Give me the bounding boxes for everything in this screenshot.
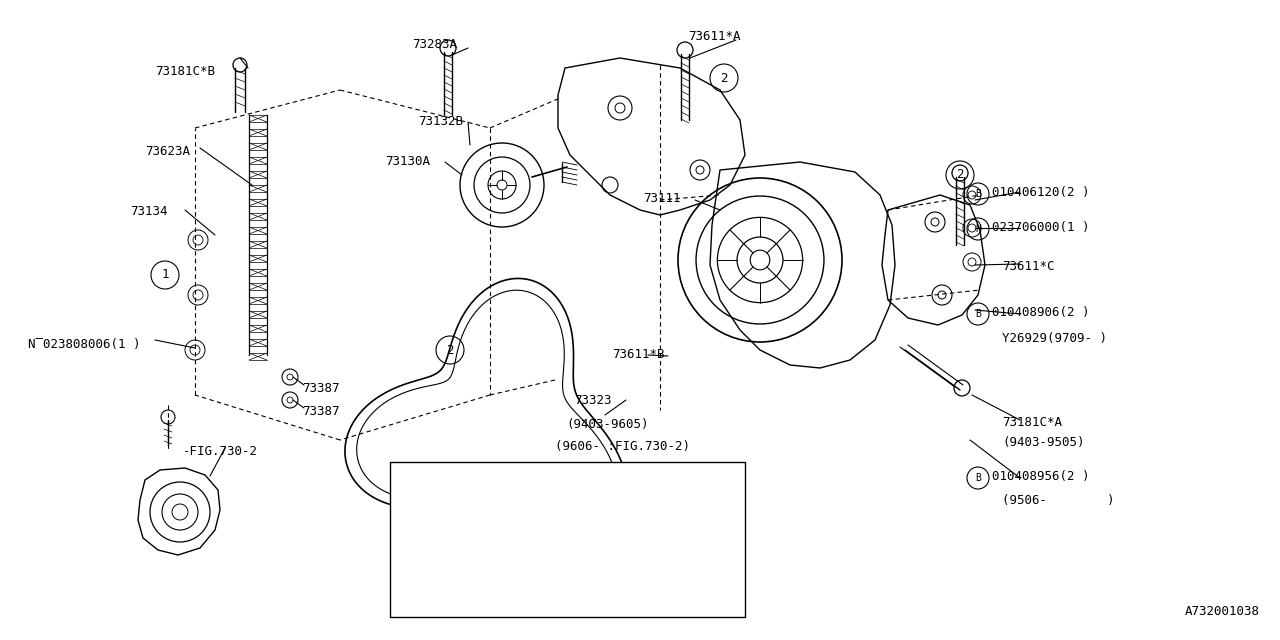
Text: 2: 2 (956, 168, 964, 182)
Text: 010406120(2 ): 010406120(2 ) (992, 186, 1089, 199)
Text: 73611*B: 73611*B (612, 348, 664, 361)
Text: 010408906(2 ): 010408906(2 ) (992, 306, 1089, 319)
Text: B: B (975, 309, 980, 319)
Text: A732001038: A732001038 (1185, 605, 1260, 618)
Text: 73181C*A: 73181C*A (1002, 416, 1062, 429)
Text: 73611*C: 73611*C (1002, 260, 1055, 273)
Text: B: B (975, 473, 980, 483)
FancyBboxPatch shape (390, 462, 745, 617)
Text: 73134: 73134 (131, 205, 168, 218)
Text: N: N (975, 224, 980, 234)
Text: 73611*A: 73611*A (689, 30, 741, 43)
Text: 73623A: 73623A (145, 145, 189, 158)
Text: 2: 2 (447, 344, 453, 356)
Text: 73111: 73111 (643, 192, 681, 205)
Text: 73323: 73323 (573, 394, 612, 407)
Text: B: B (975, 189, 980, 199)
Text: 023706000(1 ): 023706000(1 ) (992, 221, 1089, 234)
Text: 73387: 73387 (302, 382, 339, 395)
Text: 73283A: 73283A (412, 38, 457, 51)
Text: 73130A: 73130A (385, 155, 430, 168)
Text: N̅023808006(1 ): N̅023808006(1 ) (28, 338, 141, 351)
Text: 1: 1 (161, 269, 169, 282)
Text: 73132B: 73132B (419, 115, 463, 128)
Text: 73181C*B: 73181C*B (155, 65, 215, 78)
Text: 010408956(2 ): 010408956(2 ) (992, 470, 1089, 483)
Text: Y26929(9709- ): Y26929(9709- ) (1002, 332, 1107, 345)
Text: 73387: 73387 (302, 405, 339, 418)
Text: 2: 2 (721, 72, 728, 84)
Text: -FIG.730-2: -FIG.730-2 (183, 445, 259, 458)
Text: (9606- :FIG.730-2): (9606- :FIG.730-2) (556, 440, 690, 453)
Text: 010508250(2 )(9710- ): 010508250(2 )(9710- ) (426, 508, 584, 521)
Text: 010410280(3 )(9710- ): 010410280(3 )(9710- ) (426, 579, 584, 593)
Text: (9403-9605): (9403-9605) (566, 418, 649, 431)
Text: 2: 2 (404, 563, 411, 572)
Text: (9506-        ): (9506- ) (1002, 494, 1115, 507)
Text: 01041028A(3 ): 01041028A(3 ) (426, 559, 524, 572)
Text: 01050825A(2 ): 01050825A(2 ) (426, 488, 524, 501)
Text: 1: 1 (404, 491, 411, 501)
Text: (9403-9505): (9403-9505) (1002, 436, 1084, 449)
